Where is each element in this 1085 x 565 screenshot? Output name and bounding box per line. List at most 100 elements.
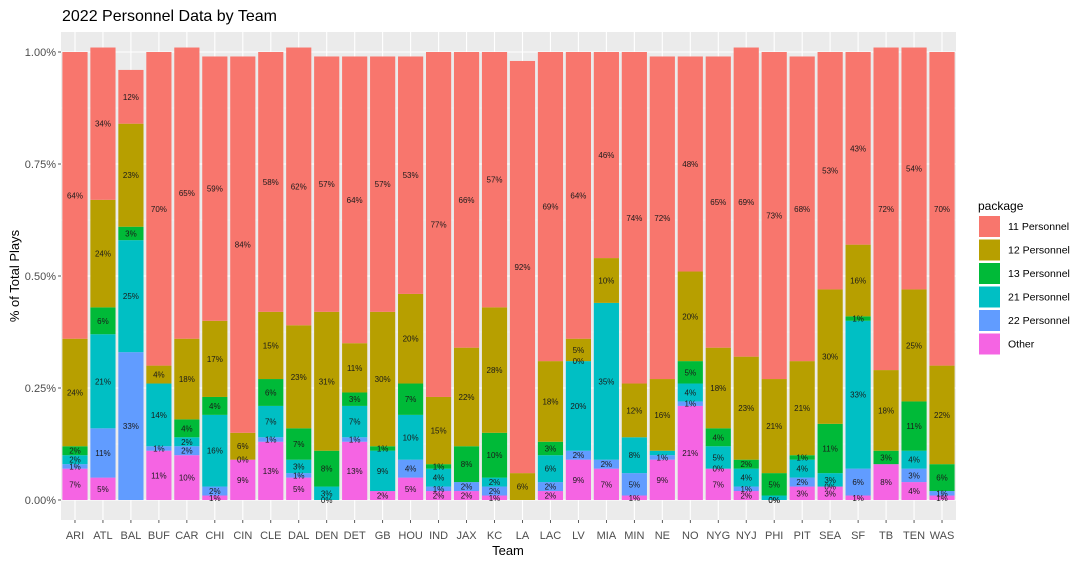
data-label: 2%	[181, 438, 193, 447]
bar-segment	[370, 491, 396, 500]
bar-segment	[481, 432, 508, 478]
bar-segment	[286, 459, 312, 474]
legend-label: Other	[1008, 339, 1035, 351]
bar-segment	[453, 482, 480, 492]
data-label: 23%	[291, 373, 307, 382]
bar-segment	[62, 446, 88, 456]
bar-segment	[342, 56, 368, 344]
data-label: 2%	[489, 487, 501, 496]
bar-segment	[929, 365, 955, 465]
data-label: 7%	[69, 480, 81, 489]
bar-segment	[509, 60, 536, 474]
data-label: 35%	[598, 377, 614, 386]
x-tick-label: JAX	[456, 530, 477, 542]
x-tick-label: ARI	[66, 530, 84, 542]
bar-segment	[118, 69, 144, 124]
data-label: 69%	[738, 198, 754, 207]
bar-segment	[258, 311, 284, 380]
data-label: 54%	[906, 164, 922, 173]
bar-segment	[677, 271, 703, 362]
bar-segment	[286, 473, 312, 478]
y-axis-title: % of Total Plays	[7, 229, 22, 322]
bar-segment	[649, 459, 675, 500]
data-label: 1%	[936, 494, 948, 503]
bar-segment	[174, 338, 200, 420]
bar-segment	[146, 365, 172, 384]
bar-segment	[62, 455, 88, 465]
data-label: 23%	[123, 171, 139, 180]
bar-segment	[845, 244, 871, 317]
x-tick-label: DEN	[315, 530, 338, 542]
data-label: 11%	[95, 449, 110, 458]
data-label: 21%	[682, 449, 698, 458]
legend-swatch	[979, 263, 1000, 284]
data-label: 3%	[293, 462, 305, 471]
x-tick-label: HOU	[398, 530, 423, 542]
bar-segment	[565, 450, 592, 460]
bar-segment	[398, 459, 424, 478]
data-label: 0%	[768, 496, 780, 505]
x-tick-label: WAS	[930, 530, 955, 542]
data-label: 5%	[685, 368, 697, 377]
data-label: 1%	[69, 462, 81, 471]
bar-segment	[314, 450, 340, 487]
data-label: 69%	[542, 203, 558, 212]
bar-segment	[901, 47, 927, 290]
x-tick-label: CAR	[175, 530, 198, 542]
data-label: 20%	[403, 335, 419, 344]
bar-segment	[901, 482, 927, 500]
data-label: 18%	[179, 375, 195, 384]
bar-segment	[314, 56, 340, 312]
data-label: 11%	[151, 471, 166, 480]
data-label: 6%	[936, 474, 948, 483]
x-axis-title: Team	[492, 543, 524, 558]
data-label: 4%	[908, 456, 920, 465]
data-label: 13%	[263, 467, 279, 476]
data-label: 1%	[629, 494, 641, 503]
bar-segment	[202, 320, 228, 397]
data-label: 2%	[433, 492, 445, 501]
bar-segment	[118, 123, 144, 227]
data-label: 15%	[431, 427, 447, 436]
x-tick-label: GB	[375, 530, 391, 542]
bar-segment	[174, 419, 200, 438]
bar-segment	[174, 437, 200, 447]
data-label: 46%	[598, 151, 614, 160]
bar-segment	[537, 455, 564, 483]
bar-segment	[845, 52, 871, 245]
data-label: 30%	[375, 375, 391, 384]
bar-segment	[118, 226, 144, 241]
bar-segment	[481, 307, 508, 433]
data-label: 4%	[685, 388, 697, 397]
data-label: 8%	[629, 451, 641, 460]
data-label: 1%	[936, 489, 948, 498]
x-tick-label: MIN	[624, 530, 644, 542]
data-label: 3%	[796, 489, 808, 498]
data-label: 14%	[151, 411, 167, 420]
bar-segment	[230, 432, 256, 460]
data-label: 70%	[934, 205, 950, 214]
data-label: 57%	[319, 180, 335, 189]
data-label: 2%	[181, 447, 193, 456]
x-tick-label: IND	[429, 530, 448, 542]
data-label: 77%	[431, 220, 447, 229]
data-label: 16%	[850, 276, 866, 285]
bar-segment	[481, 52, 508, 308]
data-label: 15%	[263, 341, 279, 350]
bar-segment	[621, 52, 647, 384]
bar-segment	[901, 401, 927, 451]
x-tick-label: MIA	[597, 530, 617, 542]
bar-segment	[677, 361, 703, 384]
bars	[62, 47, 955, 500]
data-label: 5%	[405, 485, 417, 494]
data-label: 4%	[153, 371, 165, 380]
bar-segment	[565, 338, 592, 362]
bar-segment	[537, 491, 564, 500]
bar-segment	[789, 477, 815, 487]
x-tick-label: NE	[655, 530, 670, 542]
data-label: 6%	[237, 442, 249, 451]
bar-segment	[398, 293, 424, 384]
data-label: 7%	[349, 418, 361, 427]
